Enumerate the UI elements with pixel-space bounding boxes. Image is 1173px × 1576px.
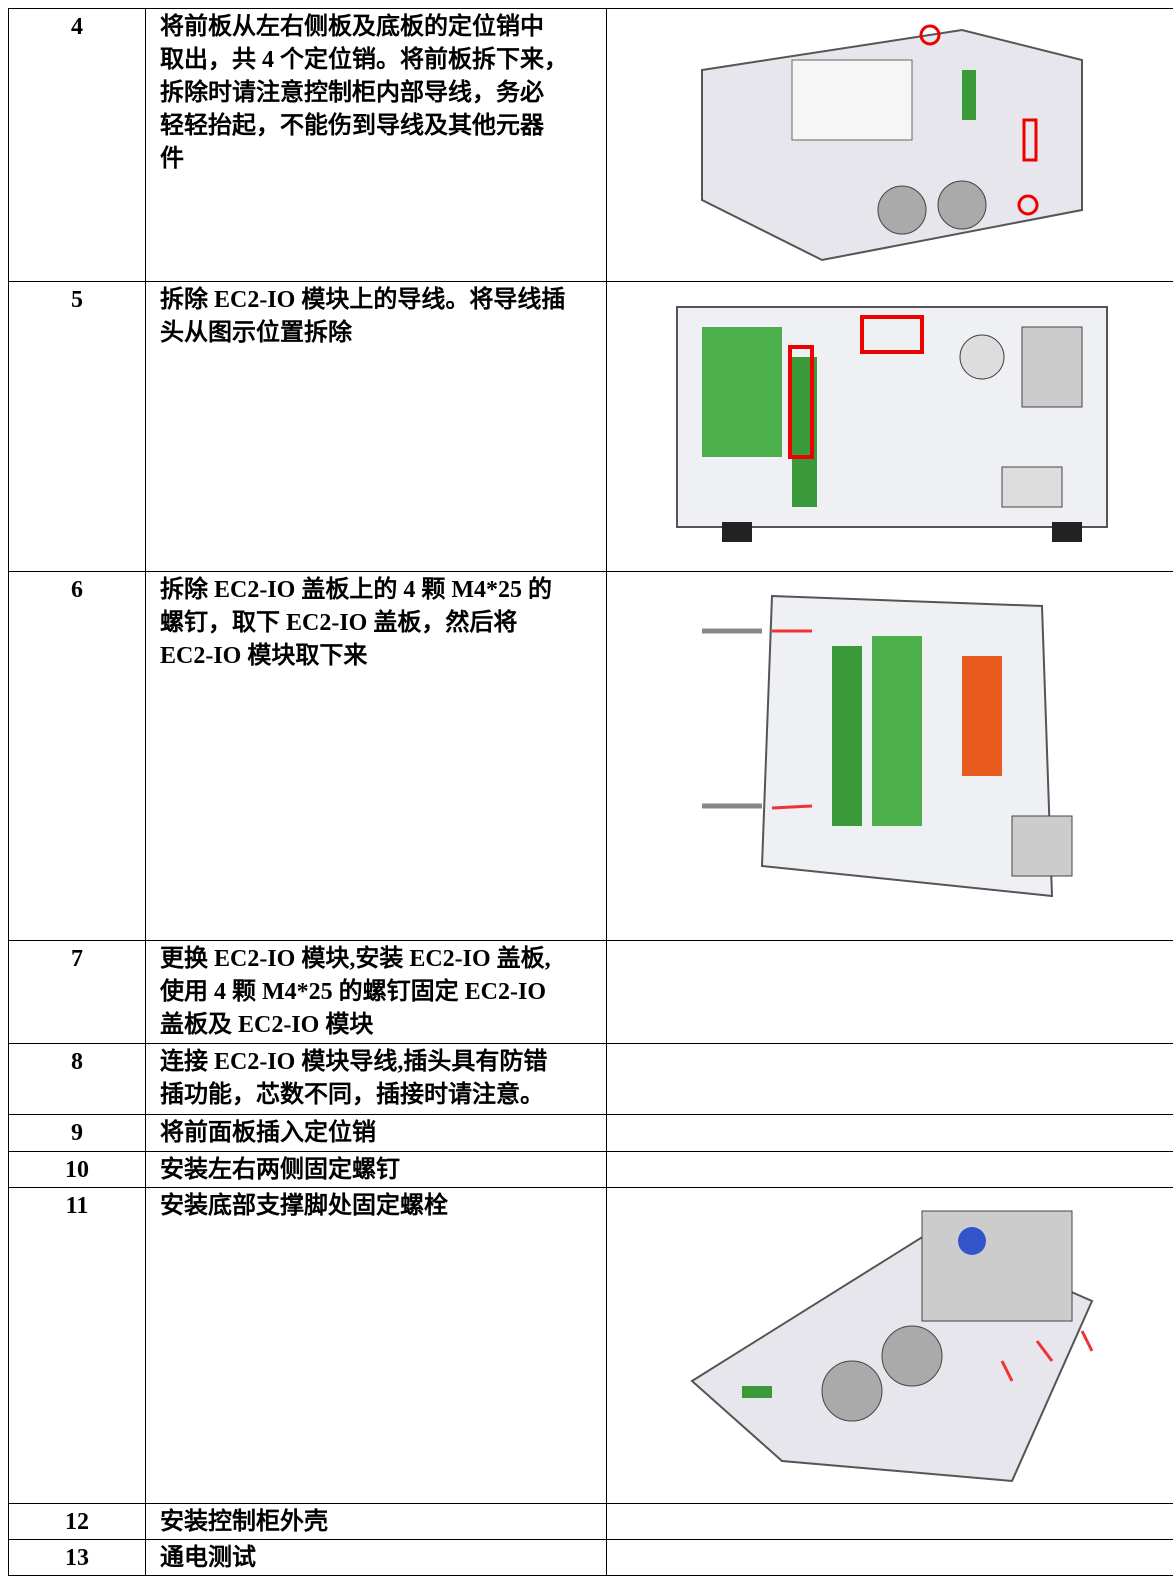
table-row: 9 将前面板插入定位销 [9, 1115, 1173, 1152]
step-number: 6 [9, 572, 146, 941]
text-line: 插功能，芯数不同，插接时请注意。 [160, 1079, 600, 1112]
step-image [607, 1540, 1173, 1576]
step-number: 11 [9, 1188, 146, 1504]
table-row: 11 安装底部支撑脚处固定螺栓 [9, 1188, 1173, 1504]
step-image [607, 941, 1173, 1044]
text-line: 安装左右两侧固定螺钉 [160, 1154, 600, 1187]
step-description: 更换 EC2-IO 模块,安装 EC2-IO 盖板,使用 4 颗 M4*25 的… [146, 941, 607, 1044]
table-row: 13 通电测试 [9, 1540, 1173, 1576]
text-line: 将前板从左右侧板及底板的定位销中 [160, 11, 600, 44]
text-line: 将前面板插入定位销 [160, 1117, 600, 1150]
text-line: 头从图示位置拆除 [160, 317, 600, 350]
step-image [607, 282, 1173, 572]
step-description: 安装控制柜外壳 [146, 1504, 607, 1540]
text-line: 取出，共 4 个定位销。将前板拆下来， [160, 44, 600, 77]
text-line: 螺钉，取下 EC2-IO 盖板，然后将 [160, 607, 600, 640]
step-image [607, 572, 1173, 941]
step-description: 安装底部支撑脚处固定螺栓 [146, 1188, 607, 1504]
step-image [607, 9, 1173, 282]
table-row: 12 安装控制柜外壳 [9, 1504, 1173, 1540]
step-number: 9 [9, 1115, 146, 1152]
table-row: 10 安装左右两侧固定螺钉 [9, 1152, 1173, 1188]
text-line: 安装控制柜外壳 [160, 1506, 600, 1539]
text-line: 使用 4 颗 M4*25 的螺钉固定 EC2-IO [160, 976, 600, 1009]
step-number: 5 [9, 282, 146, 572]
step-description: 将前面板插入定位销 [146, 1115, 607, 1152]
text-line: 连接 EC2-IO 模块导线,插头具有防错 [160, 1046, 600, 1079]
step-description: 安装左右两侧固定螺钉 [146, 1152, 607, 1188]
illustration [682, 1191, 1102, 1491]
step-description: 连接 EC2-IO 模块导线,插头具有防错插功能，芯数不同，插接时请注意。 [146, 1044, 607, 1115]
text-line: 轻轻抬起，不能伤到导线及其他元器 [160, 110, 600, 143]
step-description: 通电测试 [146, 1540, 607, 1576]
text-line: 拆除 EC2-IO 盖板上的 4 颗 M4*25 的 [160, 574, 600, 607]
text-line: 件 [160, 143, 600, 176]
step-image [607, 1152, 1173, 1188]
text-line: 更换 EC2-IO 模块,安装 EC2-IO 盖板, [160, 943, 600, 976]
text-line: 拆除 EC2-IO 模块上的导线。将导线插 [160, 284, 600, 317]
step-number: 8 [9, 1044, 146, 1115]
illustration [682, 10, 1102, 270]
step-description: 将前板从左右侧板及底板的定位销中取出，共 4 个定位销。将前板拆下来，拆除时请注… [146, 9, 607, 282]
step-image [607, 1188, 1173, 1504]
text-line: 安装底部支撑脚处固定螺栓 [160, 1190, 600, 1223]
illustration [682, 586, 1102, 916]
step-number: 4 [9, 9, 146, 282]
text-line: 盖板及 EC2-IO 模块 [160, 1009, 600, 1042]
step-image [607, 1044, 1173, 1115]
step-number: 12 [9, 1504, 146, 1540]
step-number: 7 [9, 941, 146, 1044]
step-number: 13 [9, 1540, 146, 1576]
step-number: 10 [9, 1152, 146, 1188]
step-image [607, 1115, 1173, 1152]
text-line: 通电测试 [160, 1542, 600, 1575]
step-description: 拆除 EC2-IO 盖板上的 4 颗 M4*25 的螺钉，取下 EC2-IO 盖… [146, 572, 607, 941]
text-line: 拆除时请注意控制柜内部导线，务必 [160, 77, 600, 110]
step-image [607, 1504, 1173, 1540]
step-description: 拆除 EC2-IO 模块上的导线。将导线插头从图示位置拆除 [146, 282, 607, 572]
text-line: EC2-IO 模块取下来 [160, 640, 600, 673]
illustration [672, 297, 1112, 547]
